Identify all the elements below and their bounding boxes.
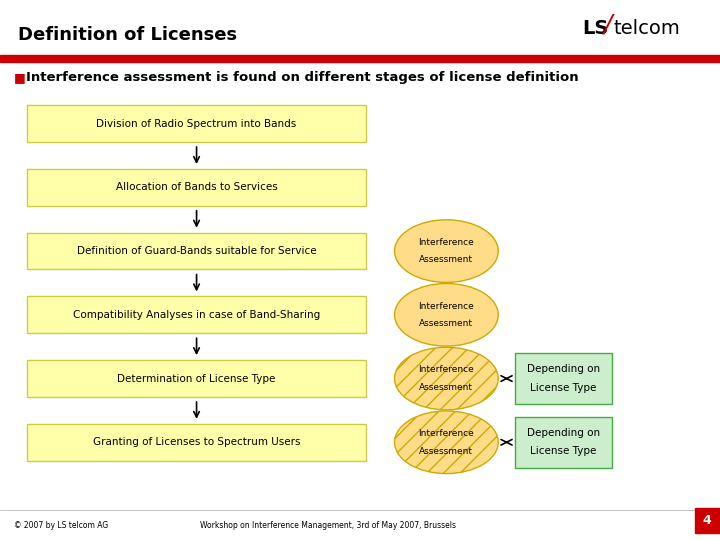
Text: Interference: Interference (418, 365, 474, 374)
Text: Interference: Interference (418, 301, 474, 310)
Text: Definition of Licenses: Definition of Licenses (18, 26, 237, 44)
Ellipse shape (395, 284, 498, 346)
Text: Depending on: Depending on (527, 428, 600, 438)
Text: Depending on: Depending on (527, 364, 600, 374)
Ellipse shape (395, 347, 498, 410)
FancyBboxPatch shape (27, 105, 366, 142)
FancyBboxPatch shape (27, 169, 366, 206)
Text: Interference: Interference (418, 429, 474, 438)
FancyBboxPatch shape (515, 353, 612, 404)
Text: Assessment: Assessment (419, 383, 474, 392)
Text: Assessment: Assessment (419, 255, 474, 265)
Bar (0, 55, 720, 62)
FancyBboxPatch shape (27, 233, 366, 269)
Text: Determination of License Type: Determination of License Type (117, 374, 276, 383)
Text: Interference assessment is found on different stages of license definition: Interference assessment is found on diff… (26, 71, 579, 84)
Text: Workshop on Interference Management, 3rd of May 2007, Brussels: Workshop on Interference Management, 3rd… (200, 521, 456, 530)
Ellipse shape (395, 411, 498, 474)
Text: Definition of Guard-Bands suitable for Service: Definition of Guard-Bands suitable for S… (77, 246, 316, 256)
Text: telcom: telcom (614, 18, 680, 37)
FancyBboxPatch shape (27, 360, 366, 397)
FancyBboxPatch shape (515, 416, 612, 468)
Text: /: / (604, 13, 613, 37)
Text: Assessment: Assessment (419, 447, 474, 456)
Text: Allocation of Bands to Services: Allocation of Bands to Services (116, 183, 277, 192)
Ellipse shape (395, 220, 498, 282)
Text: LS: LS (582, 18, 608, 37)
FancyBboxPatch shape (27, 296, 366, 333)
Text: Interference: Interference (418, 238, 474, 247)
Text: Assessment: Assessment (419, 319, 474, 328)
Text: License Type: License Type (530, 383, 597, 393)
Text: Division of Radio Spectrum into Bands: Division of Radio Spectrum into Bands (96, 119, 297, 129)
Text: Granting of Licenses to Spectrum Users: Granting of Licenses to Spectrum Users (93, 437, 300, 447)
Text: 4: 4 (703, 515, 711, 528)
Bar (695, 508, 720, 533)
Text: Compatibility Analyses in case of Band-Sharing: Compatibility Analyses in case of Band-S… (73, 310, 320, 320)
FancyBboxPatch shape (27, 424, 366, 461)
Text: ■: ■ (14, 71, 26, 84)
Text: License Type: License Type (530, 447, 597, 456)
Text: © 2007 by LS telcom AG: © 2007 by LS telcom AG (14, 521, 108, 530)
